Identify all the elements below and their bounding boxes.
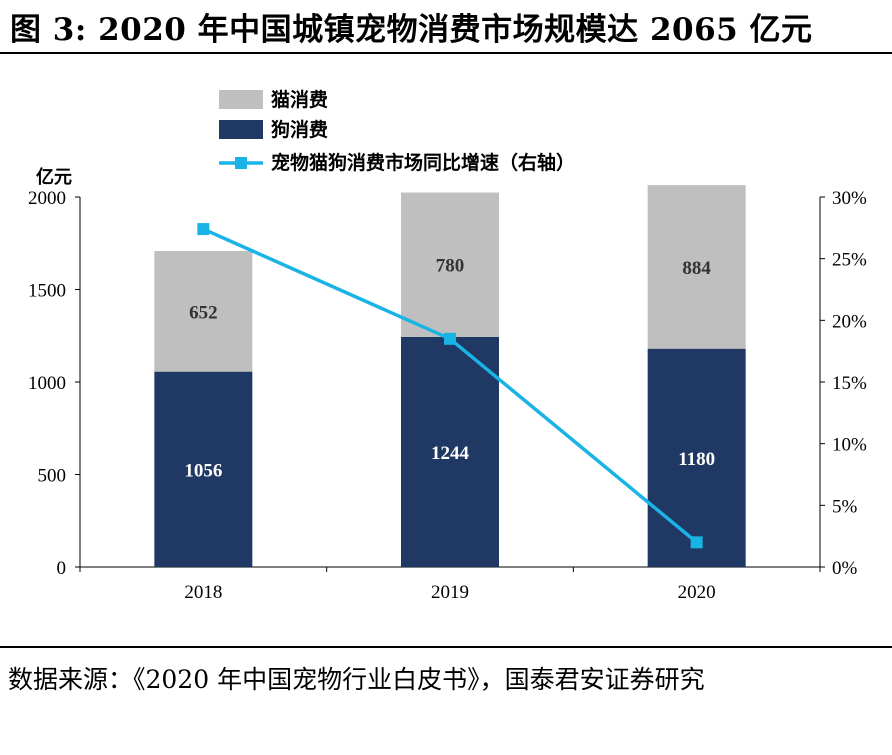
bar-dog <box>154 371 253 567</box>
y2-tick-label: 10% <box>832 435 867 456</box>
bottom-rule <box>0 646 892 648</box>
y-axis-unit: 亿元 <box>36 166 72 188</box>
y2-tick-label: 0% <box>832 558 858 579</box>
data-label: 1056 <box>184 460 222 481</box>
x-tick-label: 2020 <box>678 582 716 603</box>
top-rule <box>0 52 892 54</box>
y-tick-label: 1500 <box>28 281 66 302</box>
data-label: 884 <box>682 258 711 279</box>
legend-swatch <box>219 90 263 109</box>
x-tick-label: 2019 <box>431 582 469 603</box>
legend-marker <box>235 157 247 169</box>
legend-label: 宠物猫狗消费市场同比增速（右轴） <box>271 151 575 174</box>
legend-label: 狗消费 <box>271 118 328 141</box>
data-label: 1244 <box>431 443 470 464</box>
y-tick-label: 1000 <box>28 373 66 394</box>
y2-tick-label: 25% <box>832 250 867 271</box>
x-tick-label: 2018 <box>184 582 222 603</box>
y-tick-label: 500 <box>38 466 67 487</box>
y2-tick-label: 5% <box>832 496 858 517</box>
growth-marker <box>197 223 210 236</box>
data-label: 1180 <box>678 449 715 470</box>
y-tick-label: 0 <box>57 558 67 579</box>
bar-dog <box>401 336 499 567</box>
bar-cat <box>401 192 499 337</box>
source-note: 数据来源：《2020 年中国宠物行业白皮书》，国泰君安证券研究 <box>8 665 705 694</box>
legend-label: 猫消费 <box>271 88 328 111</box>
chart: 0 500 1000 1500 2000 0% 5% 10% 15% 20% 25% 30% 2018 2… <box>28 88 867 603</box>
bar-cat <box>647 185 746 349</box>
bar-dog <box>647 348 746 567</box>
y-tick-label: 2000 <box>28 188 66 209</box>
data-label: 652 <box>189 302 218 323</box>
legend-swatch <box>219 120 263 139</box>
growth-marker <box>444 332 456 345</box>
bar-cat <box>154 251 253 372</box>
figure-title: 图 3: 2020 年中国城镇宠物消费市场规模达 2065 亿元 <box>10 12 813 48</box>
y2-tick-label: 20% <box>832 311 867 332</box>
growth-marker <box>690 536 703 549</box>
data-label: 780 <box>436 256 465 277</box>
y2-tick-label: 30% <box>832 188 867 209</box>
y2-tick-label: 15% <box>832 373 867 394</box>
